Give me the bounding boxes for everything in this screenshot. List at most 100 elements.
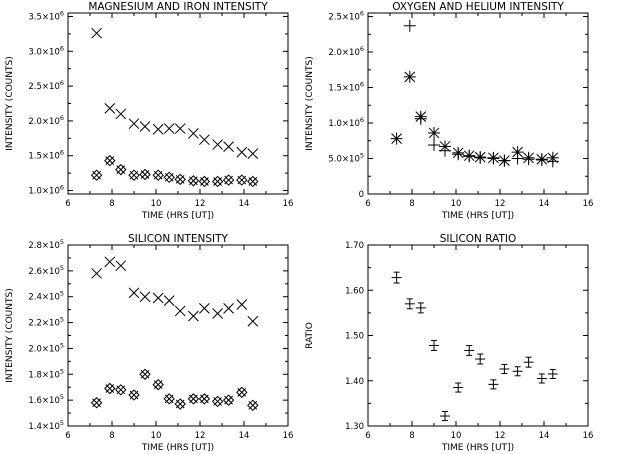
x-tick-label: 16 <box>283 199 294 209</box>
series-0 <box>91 256 259 327</box>
data-point <box>222 174 235 186</box>
y-tick-label: 1.30 <box>345 422 364 432</box>
data-point <box>174 123 186 134</box>
data-point <box>223 141 234 153</box>
x-tick-label: 10 <box>151 199 162 209</box>
data-point <box>152 169 164 181</box>
panel-oxygen-helium: OXYGEN AND HELIUM INTENSITY 6 8 10 12 14 16 TIM… <box>305 1 593 221</box>
data-point <box>139 291 151 303</box>
data-point <box>440 411 450 422</box>
x-tick-label: 14 <box>239 431 250 441</box>
data-point <box>104 154 116 167</box>
x-tick-label: 8 <box>109 431 114 441</box>
x-tick-label: 12 <box>195 199 206 209</box>
x-tick-label: 14 <box>539 199 550 209</box>
x-axis-label: TIME (HRS [UT]) <box>441 211 514 221</box>
y-tick-label: 3.5×106 <box>28 9 64 22</box>
x-tick-label: 6 <box>365 199 370 209</box>
chart-title: SILICON RATIO <box>440 233 517 245</box>
x-tick-label: 16 <box>283 431 294 441</box>
series-1 <box>90 154 259 188</box>
data-point <box>174 305 186 317</box>
data-point <box>546 155 559 168</box>
x-tick-label: 12 <box>495 199 506 209</box>
plot-frame <box>67 244 289 427</box>
data-point <box>523 356 534 368</box>
data-point <box>439 144 451 157</box>
data-point <box>163 171 175 183</box>
data-point <box>199 134 210 146</box>
data-point <box>198 175 211 188</box>
x-tick-label: 14 <box>539 431 550 441</box>
y-tick-label: 2.5×106 <box>328 10 364 23</box>
data-point <box>104 382 116 395</box>
y-tick-label: 1.5×106 <box>328 81 364 94</box>
y-tick-label: 1.0×106 <box>328 116 364 129</box>
series-0 <box>391 271 558 422</box>
y-tick-label: 2.8×105 <box>28 238 64 251</box>
data-point <box>511 152 524 165</box>
data-point <box>236 386 248 399</box>
y-tick-label: 1.60 <box>345 286 364 296</box>
data-point <box>536 373 547 384</box>
data-point <box>428 139 440 152</box>
data-point <box>188 128 199 139</box>
data-point <box>198 393 211 405</box>
x-tick-label: 10 <box>451 431 462 441</box>
x-tick-label: 12 <box>495 431 506 441</box>
data-point <box>187 175 200 187</box>
data-point <box>236 146 248 158</box>
y-tick-label: 2.2×105 <box>28 316 64 329</box>
data-point <box>174 398 186 410</box>
panel-silicon-intensity: SILICON INTENSITY 6 8 10 12 14 16 TIME (HRS [UT… <box>5 233 293 453</box>
data-point <box>211 175 224 188</box>
x-tick-label: 16 <box>583 431 594 441</box>
data-point <box>128 389 140 401</box>
chart-title: MAGNESIUM AND IRON INTENSITY <box>88 1 268 13</box>
y-tick-label: 1.4×105 <box>28 419 64 432</box>
data-point <box>464 344 475 356</box>
x-axis-label: TIME (HRS [UT]) <box>141 211 214 221</box>
x-tick-label: 8 <box>409 431 414 441</box>
data-point <box>414 112 427 125</box>
x-tick-label: 12 <box>195 431 206 441</box>
chart-title: OXYGEN AND HELIUM INTENSITY <box>392 1 564 13</box>
data-point <box>211 395 224 408</box>
data-point <box>188 310 199 322</box>
data-point <box>128 118 140 130</box>
y-tick-label: 3.0×106 <box>28 44 64 57</box>
data-point <box>152 123 164 135</box>
data-point <box>115 260 127 272</box>
series-1 <box>403 19 559 168</box>
data-point <box>391 271 402 284</box>
data-point <box>452 148 465 161</box>
y-tick-label: 2.4×105 <box>28 290 64 303</box>
data-point <box>152 292 164 304</box>
data-point <box>547 368 558 379</box>
data-point <box>247 315 259 327</box>
data-point <box>415 302 426 314</box>
y-tick-label: 1.70 <box>345 241 364 251</box>
data-point <box>163 393 175 405</box>
x-tick-label: 6 <box>65 431 70 441</box>
x-tick-label: 6 <box>65 199 70 209</box>
data-point <box>404 298 415 310</box>
plot-frame <box>367 12 589 195</box>
data-point <box>535 153 548 166</box>
data-point <box>475 353 486 365</box>
y-axis-label: INTENSITY (COUNTS) <box>5 288 15 382</box>
y-tick-label: 2.6×105 <box>28 264 64 277</box>
panel-magnesium-iron: MAGNESIUM AND IRON INTENSITY 6 8 10 12 14 16 TI… <box>5 1 293 221</box>
plot-frame <box>67 12 289 195</box>
y-tick-label: 0 <box>359 190 364 200</box>
series-1 <box>90 368 259 412</box>
y-axis-label: RATIO <box>305 322 315 349</box>
data-point <box>152 378 164 391</box>
data-point <box>390 132 403 145</box>
data-point <box>139 168 151 181</box>
data-point <box>91 27 102 39</box>
data-point <box>247 148 259 159</box>
chart-title: SILICON INTENSITY <box>128 233 229 245</box>
data-point <box>236 299 248 310</box>
y-tick-label: 1.40 <box>345 377 364 387</box>
